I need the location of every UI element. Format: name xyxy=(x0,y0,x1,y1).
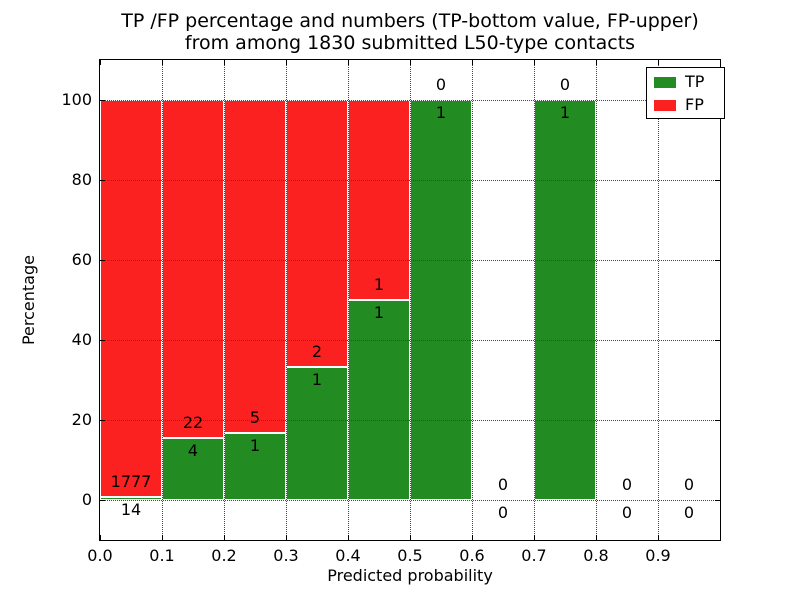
y-tick-label: 100 xyxy=(61,90,92,109)
bar-count-label-tp: 14 xyxy=(120,499,142,519)
x-tick-label: 0.7 xyxy=(521,546,547,565)
bar-segment-fp xyxy=(100,100,162,497)
x-tick-label: 0.9 xyxy=(645,546,671,565)
x-tick-mark-bottom xyxy=(99,535,101,540)
y-tick-mark-left xyxy=(100,259,105,261)
x-tick-label: 0.0 xyxy=(87,546,113,565)
bar-count-label-fp: 5 xyxy=(249,408,261,428)
bar-segment-fp xyxy=(286,100,348,367)
gridline-vertical xyxy=(347,60,349,540)
x-tick-label: 0.6 xyxy=(459,546,485,565)
x-tick-mark-bottom xyxy=(595,535,597,540)
y-tick-mark-right xyxy=(715,179,720,181)
y-tick-label: 20 xyxy=(71,410,92,429)
x-tick-label: 0.3 xyxy=(273,546,299,565)
bar-count-label-fp: 1777 xyxy=(110,471,152,491)
x-tick-mark-top xyxy=(285,60,287,65)
x-tick-mark-top xyxy=(409,60,411,65)
y-axis-label: Percentage xyxy=(19,255,38,346)
y-tick-label: 60 xyxy=(71,250,92,269)
y-tick-mark-left xyxy=(100,179,105,181)
y-tick-label: 40 xyxy=(71,330,92,349)
x-tick-mark-top xyxy=(595,60,597,65)
bar-count-label-tp: 0 xyxy=(497,503,509,522)
x-tick-mark-top xyxy=(99,60,101,65)
gridline-vertical xyxy=(471,60,473,540)
bar-count-label-fp: 0 xyxy=(621,475,633,494)
gridline-vertical xyxy=(409,60,411,540)
x-tick-label: 0.4 xyxy=(335,546,361,565)
x-tick-label: 0.8 xyxy=(583,546,609,565)
gridline-vertical xyxy=(285,60,287,540)
x-tick-mark-top xyxy=(161,60,163,65)
x-tick-mark-bottom xyxy=(657,535,659,540)
x-tick-label: 0.5 xyxy=(397,546,423,565)
bar-segment-fp xyxy=(224,100,286,434)
legend-item-label: TP xyxy=(685,72,705,91)
x-tick-mark-top xyxy=(471,60,473,65)
x-tick-mark-top xyxy=(533,60,535,65)
y-tick-mark-right xyxy=(715,339,720,341)
x-tick-mark-top xyxy=(223,60,225,65)
x-tick-mark-bottom xyxy=(285,535,287,540)
y-tick-mark-left xyxy=(100,99,105,101)
gridline-vertical xyxy=(533,60,535,540)
bar-segment-fp xyxy=(162,100,224,439)
y-tick-mark-right xyxy=(715,259,720,261)
legend-item: FP xyxy=(654,97,718,113)
x-tick-mark-bottom xyxy=(533,535,535,540)
gridline-vertical xyxy=(223,60,225,540)
x-tick-mark-bottom xyxy=(161,535,163,540)
gridline-vertical xyxy=(657,60,659,540)
bar-count-label-fp: 22 xyxy=(182,413,204,433)
x-tick-label: 0.1 xyxy=(149,546,175,565)
y-tick-label: 80 xyxy=(71,170,92,189)
x-axis-label: Predicted probability xyxy=(327,566,493,585)
bar-segment-tp xyxy=(162,438,224,500)
x-tick-mark-bottom xyxy=(471,535,473,540)
tp-legend-swatch xyxy=(654,76,676,88)
bar-count-label-fp: 0 xyxy=(435,75,447,94)
y-tick-mark-left xyxy=(100,419,105,421)
bar-count-label-tp: 1 xyxy=(311,369,323,389)
gridline-vertical xyxy=(595,60,597,540)
legend-item: TP xyxy=(654,74,718,90)
bar-count-label-tp: 0 xyxy=(683,503,695,522)
plot-area: TP FP 1777 14 22 4 5 1 2 1 1 1 0 1 0 0 0 1 0 0 0 0 xyxy=(99,59,725,541)
bar-count-label-fp: 0 xyxy=(497,475,509,494)
bar-count-label-tp: 1 xyxy=(249,436,261,456)
bar-count-label-tp: 1 xyxy=(373,303,385,322)
bar-count-label-fp: 2 xyxy=(311,341,323,361)
x-tick-mark-bottom xyxy=(409,535,411,540)
fp-legend-swatch xyxy=(654,99,676,111)
bar-count-label-tp: 1 xyxy=(559,103,571,122)
bar-segment-tp xyxy=(534,100,596,500)
gridline-vertical xyxy=(161,60,163,540)
y-tick-mark-right xyxy=(715,419,720,421)
x-tick-mark-bottom xyxy=(347,535,349,540)
bar-count-label-fp: 0 xyxy=(683,475,695,494)
bar-segment-tp xyxy=(410,100,472,500)
y-tick-mark-left xyxy=(100,499,105,501)
bar-segment-tp xyxy=(286,366,348,500)
chart-title-line2: from among 1830 submitted L50-type conta… xyxy=(184,32,636,54)
bar-count-label-fp: 1 xyxy=(373,275,385,294)
bar-count-label-fp: 0 xyxy=(559,75,571,94)
bar-segment-tp xyxy=(348,300,410,500)
x-tick-mark-top xyxy=(347,60,349,65)
x-tick-label: 0.2 xyxy=(211,546,237,565)
bar-count-label-tp: 0 xyxy=(621,503,633,522)
x-tick-mark-bottom xyxy=(223,535,225,540)
y-tick-mark-right xyxy=(715,499,720,501)
bar-segment-fp xyxy=(348,100,410,300)
x-tick-mark-top xyxy=(657,60,659,65)
y-tick-label: 0 xyxy=(81,490,92,509)
chart-title-line1: TP /FP percentage and numbers (TP-bottom… xyxy=(121,10,699,32)
legend: TP FP xyxy=(646,67,725,119)
y-tick-mark-left xyxy=(100,339,105,341)
bar-count-label-tp: 1 xyxy=(435,103,447,122)
bar-count-label-tp: 4 xyxy=(187,441,199,461)
legend-item-label: FP xyxy=(685,95,704,114)
